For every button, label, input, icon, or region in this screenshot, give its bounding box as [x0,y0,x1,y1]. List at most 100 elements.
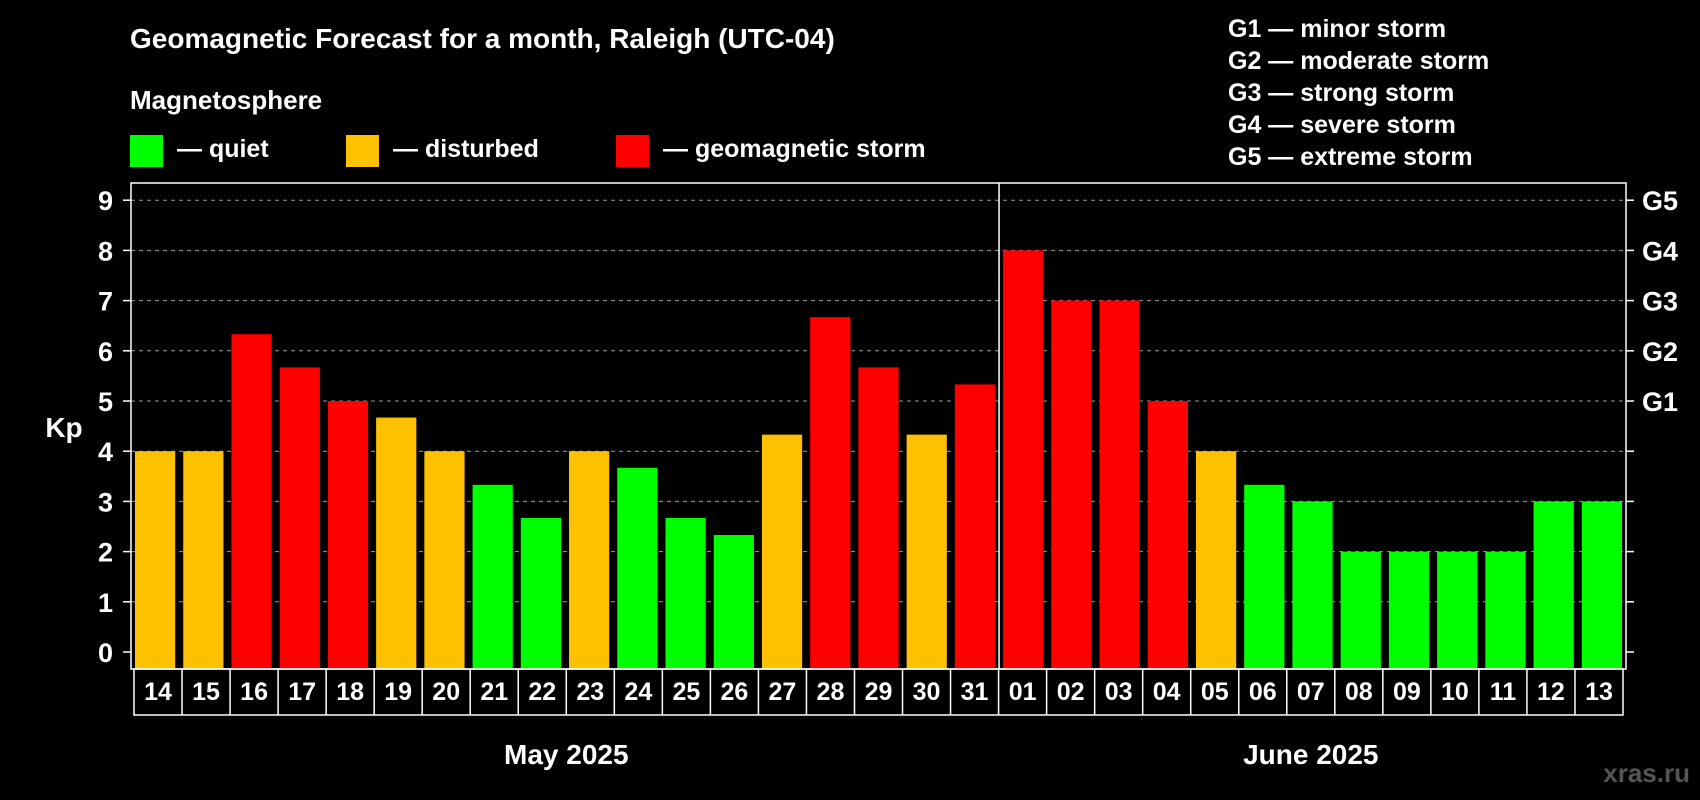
x-tick-label-17: 17 [288,678,316,706]
x-tick-label-22: 22 [528,678,556,706]
bar-day-16 [231,334,272,669]
watermark: xras.ru [1603,758,1690,788]
x-axis-day-labels: 14 15 16 17 18 19 20 21 22 23 24 25 26 27 28 29 30 31 01 02… [133,668,1624,716]
bar-day-11 [1485,551,1526,669]
x-tick-label-27: 27 [769,678,797,706]
bar-day-13 [1581,501,1622,669]
x-tick-label-24: 24 [624,678,652,706]
legend-swatch-quiet [130,135,163,167]
x-tick-label-03: 03 [1105,678,1133,706]
legend-label-storm: — geomagnetic storm [663,135,926,163]
chart-title: Geomagnetic Forecast for a month, Raleig… [130,23,835,54]
x-tick-label-01: 01 [1009,678,1037,706]
x-tick-label-08: 08 [1345,678,1373,706]
month-label: May 2025 [504,739,629,770]
bar-day-08 [1340,551,1381,669]
x-tick-label-10: 10 [1441,678,1469,706]
bar-day-06 [1244,484,1285,669]
bar-day-02 [1051,300,1092,669]
bar-day-27 [761,434,803,669]
bar-day-15 [183,451,224,669]
y-axis-label: Kp [45,412,82,443]
y-tick-label: 8 [98,236,113,266]
bar-day-30 [906,434,947,669]
bar-day-14 [135,451,176,669]
x-tick-label-11: 11 [1490,678,1517,706]
bars [135,250,1622,669]
month-labels: May 2025 June 2025 [504,739,1378,770]
bar-day-26 [713,535,754,669]
x-tick-label-07: 07 [1297,678,1325,706]
bar-day-29 [858,367,899,669]
bar-day-03 [1099,300,1140,669]
bar-day-18 [327,401,369,669]
x-tick-label-04: 04 [1153,678,1181,706]
bar-day-10 [1437,551,1478,669]
bar-day-17 [279,367,320,669]
y-axis-right-storm-levels: G1 G2 G3 G4 G5 [1626,186,1678,653]
x-axis-box [133,668,1624,716]
x-tick-label-13: 13 [1585,678,1613,706]
bar-day-07 [1292,501,1333,669]
legend-label-disturbed: — disturbed [393,135,539,163]
storm-level-legend: G1 — minor storm G2 — moderate storm G3 — … [1228,15,1489,171]
x-tick-label-06: 06 [1249,678,1277,706]
x-tick-label-09: 09 [1393,678,1421,706]
y-tick-label: 2 [98,538,113,568]
storm-legend-item: G3 — strong storm [1228,79,1454,107]
legend-heading: Magnetosphere [130,85,322,115]
bar-day-04 [1147,401,1188,669]
x-tick-label-14: 14 [144,678,172,706]
storm-legend-item: G5 — extreme storm [1228,143,1473,171]
y-tick-label: 9 [98,186,113,216]
y-axis-left: 0 1 2 3 4 5 6 7 8 9 [98,186,131,668]
bar-day-19 [376,417,417,669]
legend-swatch-disturbed [346,135,379,167]
month-label: June 2025 [1243,739,1378,770]
y-tick-label: 7 [98,287,113,317]
bar-day-24 [617,467,658,669]
bar-day-09 [1388,551,1430,669]
bar-day-28 [810,317,851,669]
storm-legend-item: G4 — severe storm [1228,111,1456,139]
storm-level-g4: G4 [1642,236,1678,266]
bar-day-31 [954,384,996,669]
x-tick-label-12: 12 [1537,678,1565,706]
bar-day-01 [1003,250,1044,669]
bar-day-05 [1195,451,1237,669]
x-tick-label-30: 30 [913,678,941,706]
y-tick-label: 6 [98,337,113,367]
x-tick-label-18: 18 [336,678,364,706]
bar-day-21 [472,484,513,669]
x-tick-label-31: 31 [961,678,989,706]
x-tick-label-02: 02 [1057,678,1085,706]
x-tick-label-05: 05 [1201,678,1229,706]
bar-day-20 [424,451,465,669]
storm-level-g1: G1 [1642,387,1678,417]
storm-legend-item: G1 — minor storm [1228,15,1446,43]
x-tick-label-20: 20 [432,678,460,706]
y-tick-label: 1 [98,588,113,618]
legend: — quiet — disturbed — geomagnetic storm [130,135,926,167]
y-tick-label: 4 [98,437,113,467]
x-tick-label-19: 19 [384,678,412,706]
storm-level-g3: G3 [1642,287,1678,317]
x-tick-label-23: 23 [576,678,604,706]
x-tick-label-26: 26 [720,678,748,706]
storm-level-g2: G2 [1642,337,1678,367]
storm-level-g5: G5 [1642,186,1678,216]
y-tick-label: 0 [98,638,113,668]
x-tick-label-28: 28 [817,678,845,706]
bar-day-22 [520,517,562,669]
bar-day-25 [665,517,706,669]
y-tick-label: 5 [98,387,113,417]
bar-day-23 [569,451,610,669]
x-tick-label-16: 16 [240,678,268,706]
legend-swatch-storm [616,135,649,167]
legend-label-quiet: — quiet [177,135,269,163]
y-tick-label: 3 [98,487,113,517]
x-tick-label-15: 15 [192,678,220,706]
storm-legend-item: G2 — moderate storm [1228,47,1489,75]
bar-day-12 [1533,501,1574,669]
